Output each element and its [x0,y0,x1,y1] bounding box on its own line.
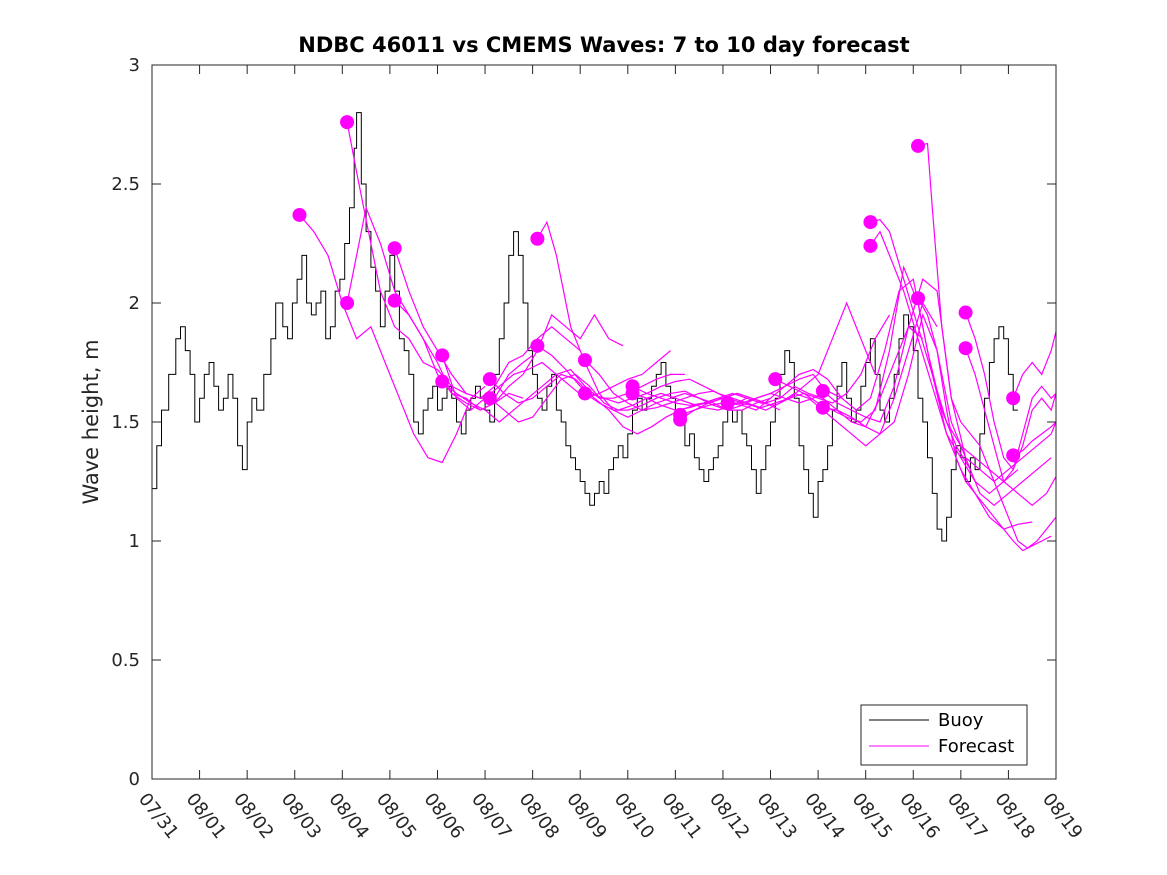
legend-box [860,704,1028,766]
forecast-start-marker [577,386,592,401]
forecast-start-marker [911,138,926,153]
forecast-start-marker [1006,448,1021,463]
forecast-start-marker [530,338,545,353]
forecast-line [299,214,486,464]
forecast-start-marker [292,207,307,222]
forecast-run [482,372,733,404]
forecast-run [911,138,1057,549]
forecast-run [768,265,1019,495]
plot-area [152,65,1056,779]
y-axis-label: Wave height, m [79,339,103,504]
forecast-start-marker [958,341,973,356]
forecast-start-marker [768,372,783,387]
forecast-start-marker [911,291,926,306]
forecast-start-marker [482,391,497,406]
forecast-line [536,220,771,418]
chart-title: NDBC 46011 vs CMEMS Waves: 7 to 10 day f… [298,33,909,57]
forecast-line [441,368,685,423]
forecast-line [632,301,876,406]
forecast-series [292,115,1057,552]
forecast-start-marker [482,372,497,387]
y-tick-label: 1.5 [111,412,140,433]
forecast-line [679,325,924,428]
forecast-start-marker [387,293,402,308]
forecast-run [387,293,624,411]
forecast-line [775,265,1019,495]
forecast-line [1012,331,1057,399]
forecast-line [584,390,843,411]
forecast-line [917,297,1052,552]
forecast-start-marker [625,386,640,401]
forecast-start-marker [387,241,402,256]
forecast-start-marker [340,296,355,310]
forecast-start-marker [1006,391,1021,406]
buoy-line [152,112,1018,542]
forecast-start-marker [863,215,878,230]
y-tick-label: 2 [129,293,140,314]
forecast-line [1012,421,1057,456]
forecast-start-marker [815,400,830,415]
forecast-run [435,368,685,423]
legend: Buoy Forecast [860,704,1028,766]
legend-forecast-label: Forecast [938,736,1014,757]
forecast-start-marker [673,407,688,422]
forecast-start-marker [958,305,973,320]
y-tick-label: 1 [129,531,140,552]
y-tick-label: 2.5 [111,174,140,195]
forecast-line [965,347,1057,483]
forecast-run [577,386,843,411]
y-tick-label: 3 [129,55,140,76]
forecast-line [917,142,1057,549]
forecast-line [394,300,624,411]
forecast-run [958,341,1057,483]
forecast-run [911,291,1052,552]
forecast-line [870,219,1057,507]
forecast-start-marker [530,231,545,246]
forecast-run [863,215,1057,507]
forecast-run [1006,331,1057,406]
legend-buoy-label: Buoy [938,710,984,731]
forecast-line [489,373,733,404]
forecast-start-marker [340,115,355,130]
forecast-start-marker [577,353,592,368]
forecast-run [1006,421,1057,463]
forecast-start-marker [435,374,450,389]
forecast-start-marker [815,384,830,399]
buoy-series [152,112,1018,542]
forecast-run [530,220,771,418]
forecast-start-marker [435,348,450,363]
forecast-run [292,207,486,464]
plot-frame [151,64,1057,780]
y-tick-label: 0.5 [111,650,140,671]
y-tick-label: 0 [129,769,140,790]
forecast-start-marker [720,395,735,410]
forecast-start-marker [863,238,878,253]
